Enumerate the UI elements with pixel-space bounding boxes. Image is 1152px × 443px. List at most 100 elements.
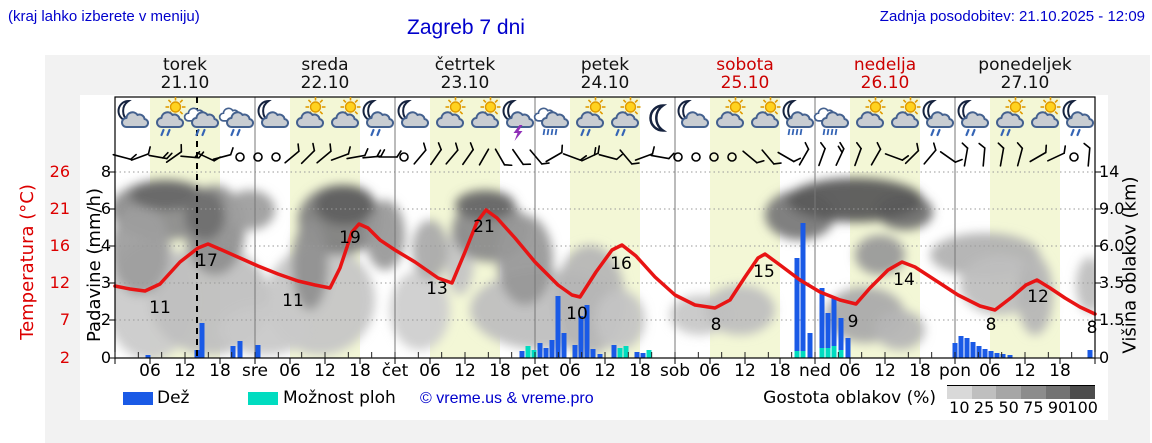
temperature-tick-label: 26 [49,162,70,181]
x-axis-label: 12 [174,361,196,381]
wind-barb-icon [634,146,655,161]
cloud-height-tick-label: 14 [1099,162,1120,181]
day-name-label: nedelja [853,55,917,75]
weather-icon-moon-cloud [117,99,149,128]
day-date-label: 22.10 [300,73,350,93]
cloud-density-segment [1045,386,1071,399]
precipitation-tick-label: 6 [100,199,111,218]
x-axis-label: 18 [209,361,231,381]
wind-barb-icon [545,144,564,163]
day-name-label: četrtek [434,55,496,75]
x-axis-label: 12 [314,361,336,381]
temperature-curve [113,208,1097,316]
weather-icon-cloud2-rain4 [813,107,849,136]
calm-wind-icon [709,152,719,162]
precipitation-tick-label: 0 [100,348,111,367]
temperature-point-label: 13 [426,279,448,299]
wind-barb-icon [961,142,969,167]
x-axis-label: 06 [699,361,721,381]
precipitation-bars [145,223,1093,358]
temperature-tick-label: 12 [49,273,70,292]
x-axis-label: pon [939,361,971,381]
day-name-label: sobota [716,55,774,75]
day-name-label: sreda [301,55,349,75]
gridlines [115,97,1095,358]
x-axis-label: 18 [769,361,791,381]
x-axis-label: 12 [1014,361,1036,381]
temperature-tick-label: 16 [49,236,70,255]
calm-wind-icon [691,152,701,162]
cloud-density-segment [947,386,972,399]
wind-barb-icon [870,141,882,166]
calm-wind-icon [399,152,409,162]
page-title: Zagreb 7 dni [407,16,525,39]
axis-ticks [109,171,1101,364]
temperature-point-label: 15 [753,262,775,282]
left-axis-band [45,55,80,443]
copyright-link[interactable]: © vreme.us & vreme.pro [420,390,594,407]
x-axis-label: pet [521,361,549,381]
wind-barb-icon [818,141,826,167]
temperature-point-label: 21 [473,217,495,237]
shower-legend-label: Možnost ploh [283,388,396,408]
wind-barb-icon [1047,145,1067,162]
wind-barb-icon [798,141,810,166]
weather-icon-moon-cloud-rain2 [362,99,394,137]
weather-icon-moon-cloud-rain2 [1062,99,1094,137]
wind-barb-icon [346,148,369,160]
last-update-label: Zadnja posodobitev: 21.10.2025 - 12:09 [879,8,1145,25]
wind-barb-icon [130,146,151,161]
wind-barb-icon [598,153,623,161]
wind-barb-icon [1016,142,1024,167]
day-date-label: 24.10 [580,73,630,93]
day-name-label: torek [163,55,207,75]
weather-icon-sun-cloud-rain2 [611,97,641,137]
wind-barb-icon [761,149,782,165]
weather-icon-cloud2-rain2 [218,107,254,137]
right-axis-band [1108,55,1150,443]
cloud-density-tick-label: 75 [1023,398,1044,417]
weather-icon-sun-cloud [331,97,361,128]
day-name-label: petek [580,55,630,75]
wind-barb-icon [650,152,675,160]
temperature-point-label: 11 [149,298,171,318]
cloud-density-segment [1070,386,1096,399]
location-hint[interactable]: (kraj lahko izberete v meniju) [8,8,200,25]
x-axis-label: sre [242,361,268,381]
cloud-density-tick-label: 90 [1047,398,1069,417]
calm-wind-icon [673,152,683,162]
x-axis-label: 12 [734,361,756,381]
cloud-height-tick-label: 6.0 [1099,236,1125,255]
temperature-point-label: 8 [986,315,997,335]
temperature-point-label: 9 [848,312,859,332]
cloud-height-tick-label: 1.5 [1099,310,1125,329]
weather-icon-moonbig [649,104,668,132]
weather-icon-sun-cloud-rain2 [576,97,606,137]
weather-icon-sun-cloud [296,97,326,128]
wind-barb-icon [529,149,550,165]
day-date-label: 25.10 [720,73,770,93]
weather-icon-sun-cloud [436,97,466,128]
x-axis-label: 06 [139,361,161,381]
cloud-density-tick-label: 25 [973,398,995,417]
cloud-density-segment [996,386,1022,399]
wind-barb-icon [462,142,474,166]
calm-wind-icon [271,152,281,162]
wind-barb-icon [884,153,910,161]
cloud-density-tick-label: 50 [998,398,1019,417]
temperature-tick-label: 7 [59,310,70,329]
x-axis-label: 06 [979,361,1001,381]
weather-icon-moon-cloud-rain2 [957,99,989,137]
cloud-height-tick-label: 9.0 [1099,199,1125,218]
temperature-point-label: 11 [282,291,304,311]
precipitation-tick-label: 4 [100,236,111,255]
wind-barb-icon [445,142,459,165]
wind-barb-icon [112,153,137,161]
weather-icon-moon-cloud [677,99,709,128]
weather-icon-sun-cloud-rain2 [996,97,1026,137]
wind-barb-icon [777,151,802,163]
weather-icon-cloud2-rain4 [533,107,569,136]
temperature-point-label: 19 [339,228,361,248]
